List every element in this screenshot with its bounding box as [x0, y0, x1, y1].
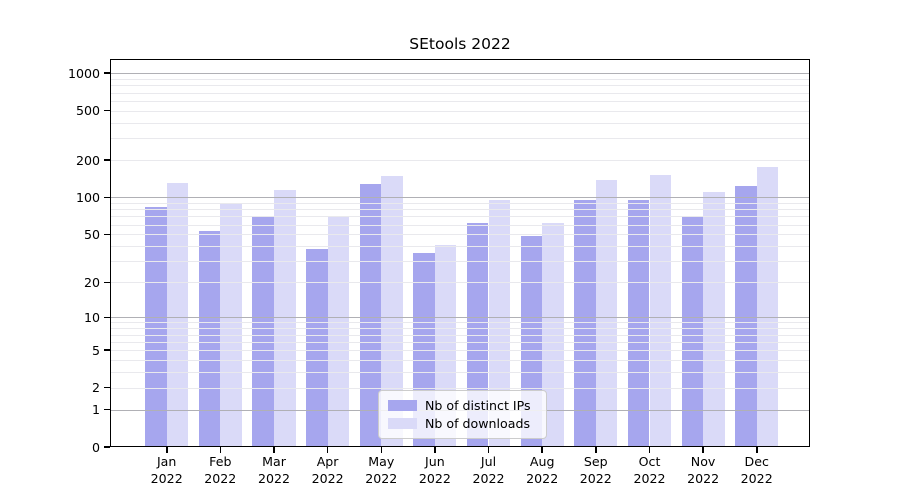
y-tick-500: [104, 109, 110, 112]
x-tick-label-may: May 2022: [365, 454, 398, 486]
y-tick-100: [104, 196, 110, 198]
bar-distinct-ips-may-2022: [359, 184, 382, 447]
minor-gridline-300: [110, 138, 810, 140]
minor-gridline-2: [110, 387, 810, 389]
minor-gridline-20: [110, 282, 810, 284]
x-tick-oct: [648, 447, 651, 453]
x-tick-nov: [702, 447, 704, 453]
legend-label-distinct-ips: Nb of distinct IPs: [425, 398, 531, 413]
x-tick-apr: [326, 447, 329, 453]
y-tick-label-1: 1: [91, 402, 100, 417]
x-tick-label-aug: Aug 2022: [526, 454, 559, 486]
y-tick-label-200: 200: [75, 152, 100, 168]
y-tick-label-500: 500: [75, 103, 100, 119]
minor-gridline-7: [110, 334, 810, 336]
x-tick-label-apr: Apr 2022: [311, 454, 344, 486]
minor-gridline-30: [110, 261, 810, 263]
minor-gridline-800: [110, 85, 810, 87]
y-tick-label-0: 0: [91, 439, 100, 455]
minor-gridline-5: [110, 350, 810, 352]
x-tick-feb: [219, 447, 222, 453]
y-tick-label-100: 100: [75, 189, 100, 205]
x-tick-aug: [541, 447, 543, 453]
y-tick-label-20: 20: [83, 274, 100, 290]
minor-gridline-200: [110, 160, 810, 162]
bar-distinct-ips-mar-2022: [252, 216, 274, 447]
minor-gridline-900: [110, 78, 810, 80]
bar-distinct-ips-dec-2022: [735, 186, 757, 447]
y-tick-label-50: 50: [83, 226, 100, 242]
bar-downloads-sep-2022: [595, 180, 618, 447]
minor-gridline-9: [110, 322, 810, 324]
minor-gridline-80: [110, 209, 810, 211]
minor-gridline-40: [110, 246, 810, 248]
x-tick-mar: [273, 447, 275, 453]
bar-downloads-dec-2022: [756, 167, 779, 447]
y-tick-label-1000: 1000: [67, 65, 100, 81]
y-tick-5: [104, 349, 110, 351]
legend-item-distinct-ips: Nb of distinct IPs: [388, 398, 537, 413]
legend-swatch-downloads: [388, 418, 417, 429]
y-tick-2: [104, 386, 110, 389]
x-tick-label-jun: Jun 2022: [418, 454, 451, 486]
minor-gridline-6: [110, 341, 810, 343]
bar-distinct-ips-feb-2022: [198, 231, 221, 447]
x-tick-label-sep: Sep 2022: [579, 454, 612, 486]
bar-downloads-nov-2022: [703, 191, 725, 447]
minor-gridline-60: [110, 224, 810, 226]
bar-downloads-apr-2022: [327, 216, 350, 447]
y-tick-0: [104, 446, 110, 448]
y-tick-10: [104, 316, 110, 318]
major-gridline-100: [110, 197, 810, 199]
y-tick-50: [104, 233, 110, 235]
chart-title: SEtools 2022: [409, 35, 511, 53]
x-tick-label-mar: Mar 2022: [257, 454, 291, 486]
y-tick-label-2: 2: [91, 380, 100, 396]
minor-gridline-3: [110, 372, 810, 373]
x-tick-label-feb: Feb 2022: [204, 454, 237, 486]
minor-gridline-600: [110, 100, 810, 102]
legend: Nb of distinct IPs Nb of downloads: [378, 390, 547, 439]
x-tick-jan: [166, 447, 168, 453]
bar-distinct-ips-nov-2022: [681, 217, 704, 447]
minor-gridline-4: [110, 359, 810, 361]
major-gridline-10: [110, 317, 810, 319]
bar-downloads-feb-2022: [220, 204, 242, 447]
y-tick-1: [104, 408, 110, 411]
bar-downloads-may-2022: [381, 175, 403, 447]
bar-downloads-oct-2022: [649, 175, 672, 447]
x-tick-may: [380, 447, 382, 453]
x-tick-label-dec: Dec 2022: [740, 454, 773, 486]
major-gridline-1000: [110, 73, 810, 75]
minor-gridline-400: [110, 122, 810, 124]
legend-label-downloads: Nb of downloads: [425, 416, 531, 431]
x-tick-dec: [756, 447, 758, 453]
minor-gridline-90: [110, 202, 810, 204]
x-tick-label-oct: Oct 2022: [633, 454, 666, 486]
bar-downloads-mar-2022: [274, 190, 296, 447]
minor-gridline-8: [110, 328, 810, 330]
bar-distinct-ips-apr-2022: [306, 248, 328, 447]
y-tick-1000: [104, 72, 110, 74]
x-tick-label-nov: Nov 2022: [687, 454, 720, 486]
y-tick-200: [104, 159, 110, 161]
minor-gridline-700: [110, 92, 810, 94]
minor-gridline-70: [110, 216, 810, 218]
minor-gridline-500: [110, 110, 810, 112]
legend-swatch-distinct-ips: [388, 400, 417, 411]
x-tick-sep: [595, 447, 597, 453]
y-tick-label-10: 10: [83, 309, 100, 325]
y-tick-label-5: 5: [91, 342, 100, 358]
y-tick-20: [104, 281, 110, 283]
x-tick-label-jul: Jul 2022: [472, 454, 505, 486]
bar-distinct-ips-jan-2022: [145, 207, 167, 447]
minor-gridline-50: [110, 234, 810, 236]
bar-downloads-jan-2022: [166, 183, 189, 447]
x-tick-jul: [487, 447, 490, 453]
plot-area: Nb of distinct IPs Nb of downloads 0 1 2 5 1…: [68, 59, 810, 486]
x-tick-label-jan: Jan 2022: [150, 454, 183, 486]
x-tick-jun: [434, 447, 436, 453]
legend-item-downloads: Nb of downloads: [388, 416, 537, 431]
